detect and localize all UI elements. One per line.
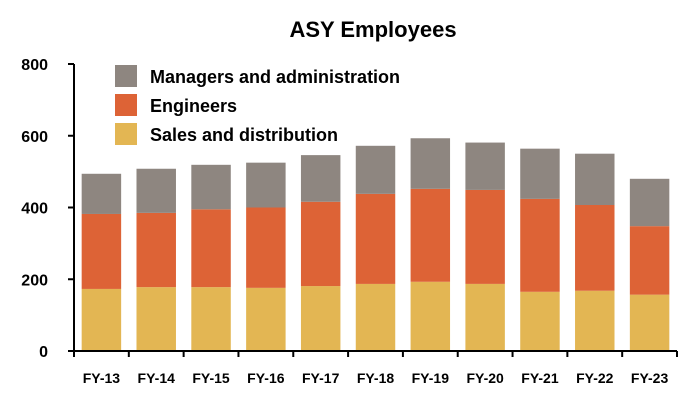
bar-sales-and-distribution-fy-21	[520, 291, 560, 351]
legend-swatch-managers-and-administration	[115, 65, 137, 87]
bar-engineers-fy-18	[355, 193, 396, 284]
bar-engineers-fy-22	[575, 204, 615, 291]
x-tick-label-fy-22: FY-22	[576, 370, 614, 386]
legend-swatch-engineers	[115, 94, 137, 116]
bar-managers-and-administration-fy-21	[520, 148, 560, 199]
x-tick-label-fy-17: FY-17	[302, 370, 340, 386]
bar-engineers-fy-15	[191, 209, 231, 288]
x-tick-label-fy-20: FY-20	[466, 370, 504, 386]
x-tick-label-fy-18: FY-18	[357, 370, 395, 386]
legend-swatch-sales-and-distribution	[115, 123, 137, 145]
bar-managers-and-administration-fy-19	[410, 138, 451, 189]
bar-managers-and-administration-fy-20	[465, 142, 505, 190]
bar-sales-and-distribution-fy-15	[191, 287, 231, 351]
x-tick-label-fy-16: FY-16	[247, 370, 285, 386]
x-tick-label-fy-15: FY-15	[192, 370, 230, 386]
bar-sales-and-distribution-fy-22	[575, 290, 615, 351]
x-tick-label-fy-21: FY-21	[521, 370, 559, 386]
bar-engineers-fy-16	[246, 207, 286, 288]
legend-label-sales-and-distribution: Sales and distribution	[150, 125, 338, 145]
bar-managers-and-administration-fy-13	[81, 173, 122, 214]
bar-engineers-fy-17	[300, 201, 341, 287]
bar-sales-and-distribution-fy-20	[465, 283, 505, 351]
bar-engineers-fy-20	[465, 189, 505, 284]
axes-layer: 0 200 400 600 800 FY-13 FY-14 FY-15 FY-16 FY-17 FY…	[21, 57, 678, 386]
bar-sales-and-distribution-fy-14	[136, 287, 176, 351]
bar-sales-and-distribution-fy-18	[355, 283, 396, 351]
legend-label-engineers: Engineers	[150, 96, 237, 116]
y-tick-label-800: 800	[21, 57, 48, 74]
bar-engineers-fy-23	[629, 226, 670, 295]
bar-engineers-fy-21	[520, 198, 560, 292]
bar-managers-and-administration-fy-16	[246, 162, 286, 208]
x-tick-label-fy-23: FY-23	[631, 370, 669, 386]
bar-engineers-fy-14	[136, 212, 176, 288]
x-tick-label-fy-19: FY-19	[412, 370, 450, 386]
bar-engineers-fy-19	[410, 188, 451, 282]
bar-managers-and-administration-fy-17	[300, 155, 341, 202]
bar-managers-and-administration-fy-15	[191, 164, 231, 210]
bar-sales-and-distribution-fy-13	[81, 288, 122, 351]
bar-managers-and-administration-fy-18	[355, 145, 396, 194]
y-tick-label-0: 0	[39, 344, 48, 361]
legend-label-managers-and-administration: Managers and administration	[150, 67, 400, 87]
bar-sales-and-distribution-fy-23	[629, 294, 670, 351]
bar-engineers-fy-13	[81, 213, 122, 289]
bar-managers-and-administration-fy-14	[136, 168, 176, 213]
x-tick-label-fy-14: FY-14	[138, 370, 176, 386]
bar-sales-and-distribution-fy-16	[246, 287, 286, 351]
chart-title: ASY Employees	[289, 17, 456, 42]
y-tick-label-200: 200	[21, 272, 48, 289]
bar-managers-and-administration-fy-22	[575, 153, 615, 205]
legend: Managers and administration Engineers Sale…	[115, 65, 400, 145]
y-tick-label-400: 400	[21, 201, 48, 218]
bar-sales-and-distribution-fy-19	[410, 281, 451, 351]
bar-sales-and-distribution-fy-17	[300, 286, 341, 351]
bar-managers-and-administration-fy-23	[629, 178, 670, 227]
bars-layer	[81, 138, 670, 351]
x-tick-label-fy-13: FY-13	[83, 370, 121, 386]
y-tick-label-600: 600	[21, 129, 48, 146]
